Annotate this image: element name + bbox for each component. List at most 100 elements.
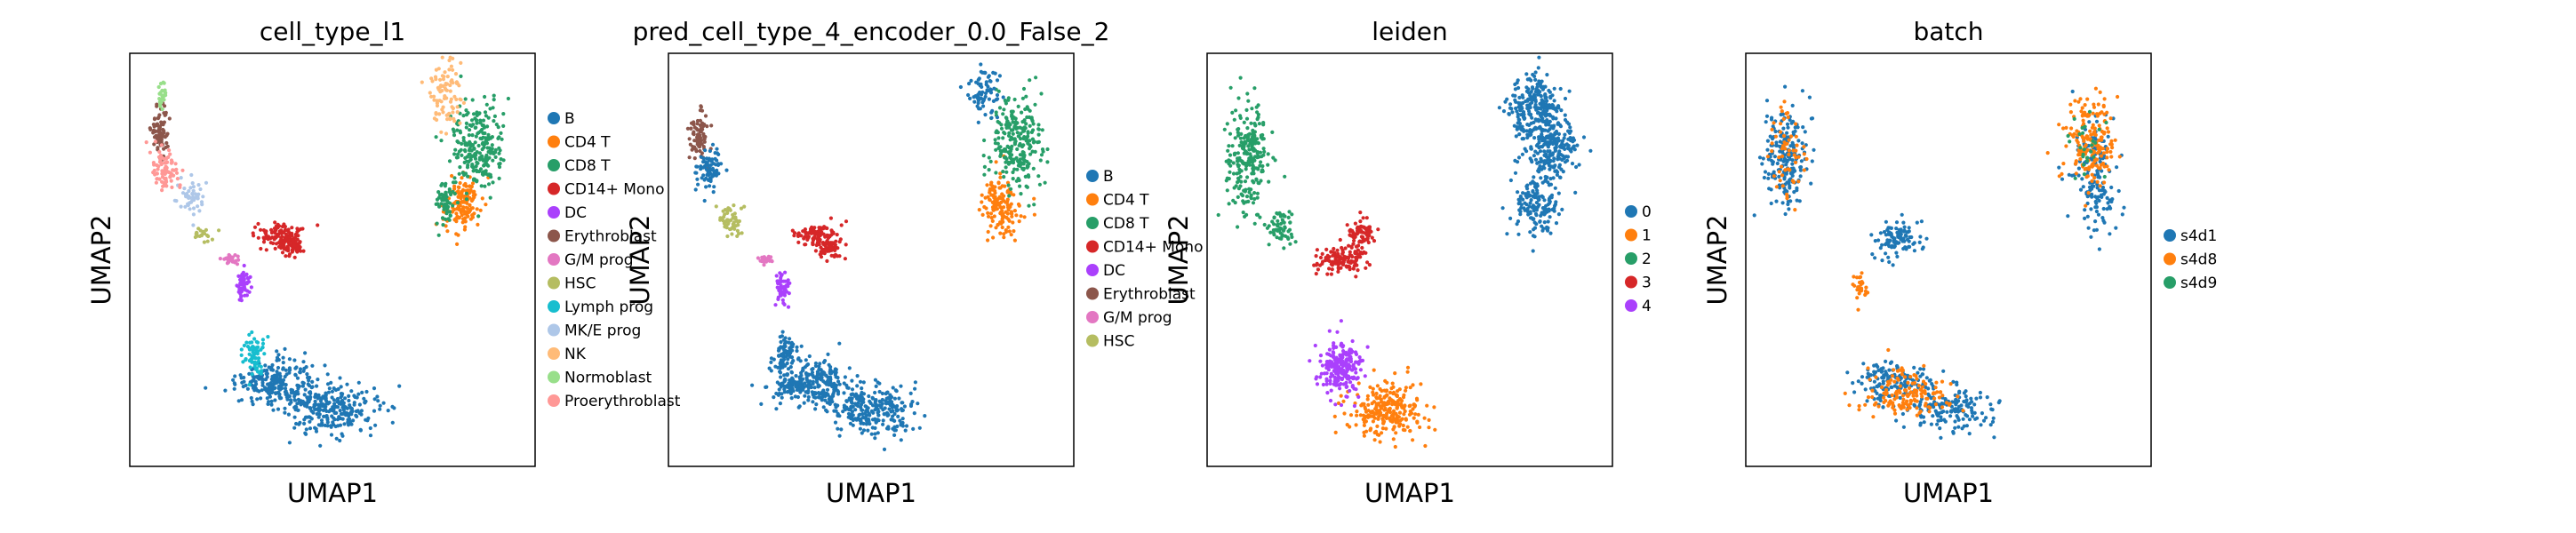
scatter-point	[789, 370, 795, 375]
scatter-point	[1518, 107, 1523, 112]
scatter-point	[737, 231, 741, 236]
scatter-point	[1325, 253, 1330, 258]
scatter-point	[1007, 194, 1012, 198]
scatter-point	[196, 204, 200, 209]
scatter-point	[440, 107, 444, 112]
panel-title: cell_type_l1	[260, 17, 405, 46]
legend-marker	[548, 394, 560, 407]
legend-label: MK/E prog	[564, 322, 641, 340]
scatter-point	[1508, 216, 1513, 220]
scatter-point	[894, 389, 899, 394]
scatter-point	[1324, 247, 1329, 251]
scatter-point	[1786, 125, 1790, 130]
scatter-point	[349, 412, 354, 417]
scatter-point	[1546, 120, 1551, 124]
scatter-point	[1020, 96, 1025, 100]
scatter-point	[708, 168, 713, 173]
scatter-point	[1764, 114, 1770, 118]
scatter-point	[1236, 151, 1240, 155]
scatter-point	[796, 394, 801, 400]
scatter-point	[999, 123, 1004, 127]
scatter-point	[880, 391, 885, 396]
scatter-point	[1011, 131, 1015, 136]
scatter-point	[1777, 174, 1781, 179]
scatter-point	[1534, 213, 1539, 218]
scatter-point	[250, 379, 254, 384]
scatter-point	[1516, 160, 1520, 164]
scatter-point	[442, 207, 446, 211]
scatter-point	[1543, 128, 1548, 132]
scatter-point	[191, 212, 196, 217]
scatter-point	[293, 240, 298, 244]
legend-marker	[1086, 170, 1099, 182]
scatter-point	[1342, 411, 1347, 416]
legend-label: 3	[1642, 274, 1652, 292]
scatter-point	[310, 363, 315, 368]
scatter-point	[888, 396, 892, 401]
scatter-point	[1358, 219, 1363, 224]
scatter-point	[287, 357, 292, 362]
scatter-point	[1007, 219, 1012, 223]
scatter-point	[844, 243, 848, 247]
scatter-point	[1501, 109, 1507, 114]
scatter-point	[1553, 186, 1557, 190]
scatter-point	[477, 151, 483, 155]
scatter-point	[1017, 219, 1021, 224]
scatter-point	[364, 389, 369, 394]
scatter-point	[1024, 94, 1028, 99]
scatter-point	[452, 184, 457, 188]
scatter-point	[1004, 160, 1008, 164]
scatter-point	[1315, 261, 1319, 266]
scatter-point	[1362, 423, 1366, 427]
scatter-point	[1361, 216, 1365, 220]
scatter-point	[803, 227, 808, 232]
scatter-point	[785, 361, 789, 366]
scatter-point	[774, 274, 779, 278]
scatter-point	[486, 137, 491, 141]
scatter-point	[460, 141, 464, 146]
scatter-point	[988, 198, 992, 203]
scatter-point	[465, 165, 470, 170]
scatter-point	[1003, 98, 1007, 103]
scatter-point	[273, 231, 277, 235]
scatter-point	[819, 245, 823, 250]
scatter-point	[1358, 359, 1363, 363]
scatter-point	[491, 180, 495, 185]
scatter-point	[742, 204, 747, 209]
scatter-point	[452, 152, 457, 156]
scatter-point	[338, 376, 342, 380]
scatter-point	[159, 143, 164, 147]
scatter-point	[156, 123, 161, 128]
scatter-point	[992, 214, 996, 219]
scatter-point	[1032, 196, 1036, 201]
scatter-point	[144, 140, 148, 145]
scatter-point	[1350, 338, 1355, 344]
legend-label: 2	[1642, 251, 1652, 268]
scatter-point	[326, 390, 331, 394]
scatter-point	[1375, 424, 1380, 428]
scatter-point	[799, 234, 804, 238]
scatter-point	[260, 341, 266, 346]
scatter-point	[1529, 145, 1533, 149]
scatter-point	[1539, 213, 1543, 218]
scatter-point	[1366, 402, 1371, 407]
scatter-point	[1019, 131, 1023, 136]
scatter-point	[444, 203, 449, 207]
scatter-point	[992, 86, 996, 91]
scatter-point	[501, 112, 506, 116]
scatter-point	[317, 404, 323, 409]
scatter-point	[1006, 205, 1012, 210]
scatter-point	[811, 373, 815, 378]
scatter-point	[1266, 152, 1270, 156]
scatter-point	[1517, 132, 1522, 137]
scatter-point	[471, 123, 476, 127]
scatter-point	[1348, 388, 1352, 394]
scatter-point	[1538, 101, 1542, 106]
scatter-point	[868, 401, 873, 405]
scatter-point	[804, 243, 808, 247]
scatter-point	[1545, 73, 1549, 77]
scatter-point	[284, 383, 288, 387]
scatter-point	[1568, 125, 1572, 130]
scatter-point	[1036, 132, 1041, 137]
scatter-point	[429, 94, 434, 99]
